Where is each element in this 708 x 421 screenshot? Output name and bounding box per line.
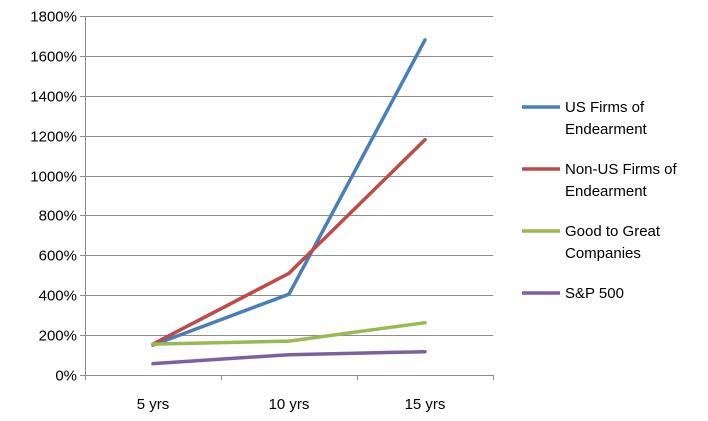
x-tick-label: 15 yrs [405, 396, 446, 413]
y-tick-label: 1600% [30, 49, 77, 66]
x-tick-label: 5 yrs [137, 396, 170, 413]
y-axis-ticks: 0% 200% 400% 600% 800% 1000% 1200% 1400% 1600% 18… [30, 9, 85, 385]
axes [85, 16, 493, 376]
legend: US Firms of Endearment Non-US Firms of Ende… [522, 99, 678, 302]
series-lines [151, 38, 427, 366]
y-tick-label: 800% [39, 208, 77, 225]
series-line [151, 137, 427, 346]
series-line [151, 349, 427, 366]
series-line [151, 38, 427, 347]
y-tick-label: 0% [55, 368, 77, 385]
y-tick-label: 1800% [30, 9, 77, 26]
series-line [151, 320, 427, 346]
gridlines [85, 16, 493, 336]
legend-label: US Firms of Endearment [565, 99, 648, 138]
y-tick-label: 1400% [30, 89, 77, 106]
legend-label: S&P 500 [565, 285, 624, 302]
y-tick-label: 200% [39, 328, 77, 345]
y-tick-label: 1200% [30, 129, 77, 146]
y-tick-label: 600% [39, 248, 77, 265]
y-tick-label: 1000% [30, 169, 77, 186]
x-tick-label: 10 yrs [269, 396, 310, 413]
legend-label: Non-US Firms of Endearment [565, 161, 678, 200]
y-tick-label: 400% [39, 288, 77, 305]
x-axis-ticks: 5 yrs 10 yrs 15 yrs [85, 375, 494, 413]
legend-label: Good to Great Companies [565, 223, 661, 262]
